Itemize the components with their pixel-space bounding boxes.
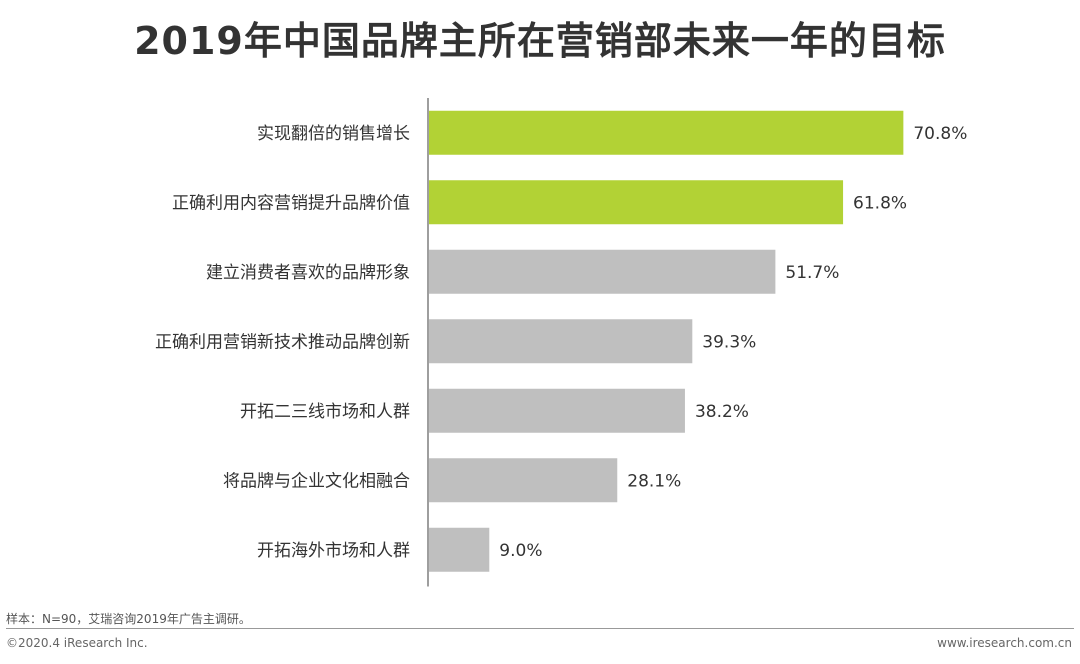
bar: [429, 527, 490, 572]
bar: [429, 110, 904, 155]
value-label: 39.3%: [702, 332, 756, 352]
category-label: 正确利用营销新技术推动品牌创新: [155, 332, 410, 352]
sample-note: 样本：N=90，艾瑞咨询2019年广告主调研。: [6, 612, 251, 626]
bar: [429, 319, 693, 364]
category-label: 开拓二三线市场和人群: [240, 402, 410, 422]
category-label: 实现翻倍的销售增长: [257, 124, 410, 144]
value-label: 9.0%: [499, 541, 542, 561]
value-label: 51.7%: [785, 263, 839, 283]
bar-chart: 实现翻倍的销售增长 70.8% 正确利用内容营销提升品牌价值 61.8% 建立消费者喜欢…: [155, 98, 967, 587]
category-label: 正确利用内容营销提升品牌价值: [172, 193, 410, 213]
category-label: 将品牌与企业文化相融合: [223, 471, 410, 491]
website-link[interactable]: www.iresearch.com.cn: [937, 636, 1072, 650]
bar: [429, 180, 844, 225]
bar: [429, 388, 685, 433]
value-label: 70.8%: [913, 124, 967, 144]
category-label: 开拓海外市场和人群: [257, 541, 410, 561]
value-label: 61.8%: [853, 193, 907, 213]
bar: [429, 249, 776, 294]
value-label: 28.1%: [627, 471, 681, 491]
value-label: 38.2%: [695, 402, 749, 422]
category-label: 建立消费者喜欢的品牌形象: [206, 263, 410, 283]
bar: [429, 458, 618, 503]
chart-title: 2019年中国品牌主所在营销部未来一年的目标: [134, 19, 946, 63]
footer-divider: [6, 628, 1074, 629]
copyright-text: ©2020.4 iResearch Inc.: [6, 636, 148, 650]
